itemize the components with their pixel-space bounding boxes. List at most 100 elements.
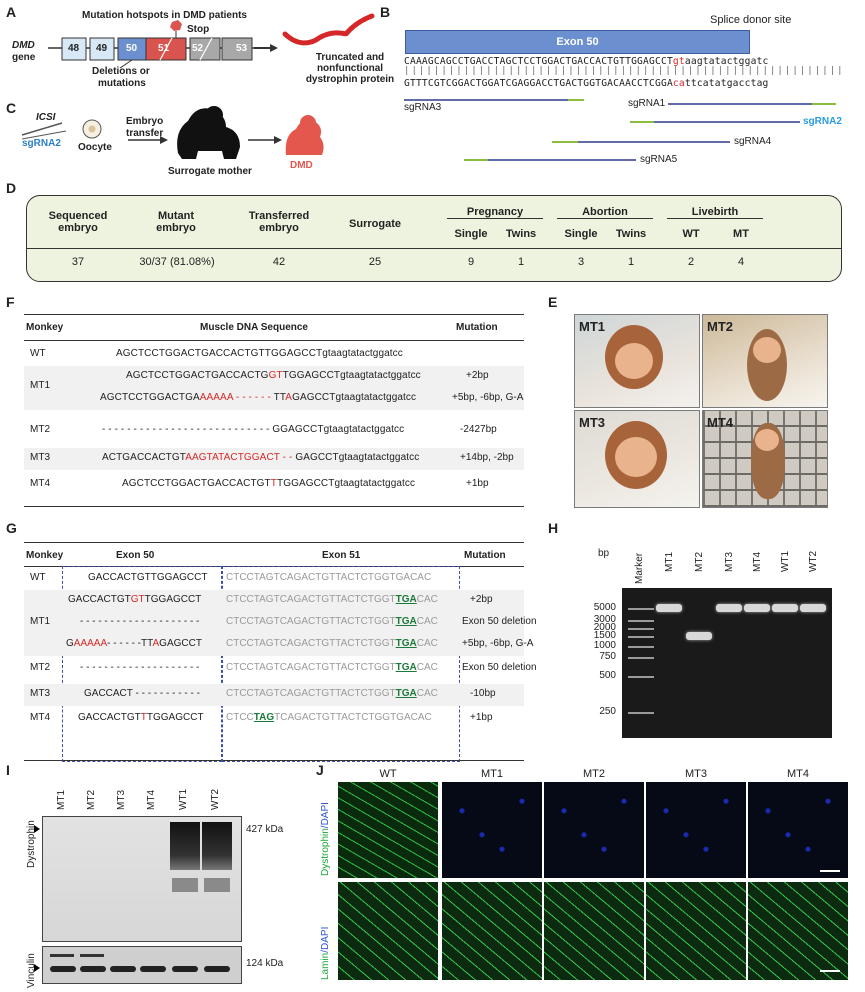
- ladder-band: [628, 636, 654, 638]
- vinculin-upper-band: [80, 954, 104, 957]
- f-row-sequence: AGCTCCTGGACTGACCACTGTTGGAGCCTgtaagtatact…: [116, 348, 403, 359]
- g-row-shade: [24, 612, 524, 634]
- if-lamin-panel: [544, 882, 644, 980]
- dystrophin-arrow-icon: [34, 825, 40, 833]
- gel-image: [622, 588, 832, 738]
- ladder-tick-label: 1000: [593, 640, 616, 651]
- ladder-band: [628, 676, 654, 678]
- ladder-tick-label: 5000: [593, 602, 616, 613]
- g-e51-seg: CTCC: [226, 712, 254, 723]
- blot-lane-label: MT2: [86, 790, 97, 810]
- g-row-shade: [24, 590, 524, 612]
- hdr-sequenced: Sequenced embryo: [41, 210, 115, 234]
- if-column-label: MT3: [685, 768, 707, 780]
- f-seq-seg: AGCTCCTGGACTGACCACTG: [126, 370, 269, 381]
- g-e51-seg: CTCCTAGTCAGACTGTTACTCTGGT: [226, 662, 396, 673]
- f-row-shade: [24, 366, 524, 388]
- monkey-label-mt2: MT2: [707, 319, 733, 334]
- row1-stain-a: Dystrophin: [320, 828, 331, 876]
- g-col-monkey: Monkey: [26, 550, 64, 561]
- g-row-mutation: +1bp: [470, 712, 493, 723]
- g-row-shade: [24, 684, 524, 706]
- row2-stain-b: /DAPI: [320, 926, 331, 953]
- panel-label-d: D: [6, 180, 17, 196]
- sgrna2-c-label: sgRNA2: [22, 138, 61, 149]
- hdr-live-mt: MT: [733, 228, 749, 240]
- g-e51-seg: TGA: [395, 616, 417, 627]
- f-row-monkey: MT3: [30, 452, 50, 463]
- dystrophin-lower-band: [172, 878, 198, 892]
- hdr-abort-single: Single: [564, 228, 598, 240]
- f-row-mutation: +2bp: [466, 370, 489, 381]
- f-seq-seg: AGCTCCTGGACTGA: [100, 392, 200, 403]
- table-divider: [27, 248, 841, 249]
- g-e50-seg: TGGAGCCT: [144, 594, 202, 605]
- g-row-exon51: CTCCTAGTCAGACTGTTACTCTGGTTGACAC: [226, 662, 438, 673]
- monkey-photo-mt2: MT2: [702, 314, 828, 408]
- gene-label: DMD: [12, 40, 35, 51]
- exon-49-label: 49: [96, 43, 108, 54]
- hdr-live-wt: WT: [682, 228, 700, 240]
- seq-top-tail: aagtatactggatc: [684, 56, 769, 67]
- vinculin-band: [50, 966, 76, 972]
- f-row-sequence: ACTGACCACTGTAAGTATACTGGACT - - GAGCCTgta…: [102, 452, 419, 463]
- gel-band: [800, 604, 826, 612]
- panel-label-i: I: [6, 762, 10, 778]
- exon51-box: [222, 566, 460, 762]
- gel-lane-label: MT4: [752, 552, 763, 572]
- g-row-mutation: +2bp: [470, 594, 493, 605]
- g-row-exon51: CTCCTAGTCAGACTGTTACTCTGGTTGACAC: [226, 594, 438, 605]
- hdr-seq-1: Sequenced: [48, 210, 108, 222]
- f-top-rule: [24, 314, 524, 315]
- hdr-tr-2: embryo: [259, 222, 299, 234]
- deletions-label-1: Deletions or: [92, 66, 150, 77]
- g-e50-seg: - - - - - -TT: [107, 638, 153, 649]
- scale-bar: [820, 970, 840, 972]
- vinculin-band: [80, 966, 106, 972]
- g-row-exon50: GACCACTGTTTGGAGCCT: [78, 712, 204, 723]
- val-live-wt: 2: [687, 256, 695, 268]
- hdr-preg-twins: Twins: [505, 228, 537, 240]
- if-dystrophin-panel: [338, 782, 438, 878]
- surrogate-label: Surrogate mother: [168, 166, 252, 177]
- vinculin-band: [204, 966, 230, 972]
- gel-lane-label: MT2: [694, 552, 705, 572]
- g-bottom-rule: [24, 760, 524, 761]
- row1-stain-label: Dystrophin/DAPI: [320, 802, 331, 876]
- g-row-monkey: MT1: [30, 616, 50, 627]
- if-column-label: MT4: [787, 768, 809, 780]
- val-preg-twins: 1: [517, 256, 525, 268]
- exon50-box: [62, 566, 222, 762]
- g-row-exon51: CTCCTAGTCAGACTGTTACTCTGGTTGACAC: [226, 638, 438, 649]
- dystrophin-kda: 427 kDa: [246, 824, 284, 835]
- ladder-tick-label: 3000: [593, 614, 616, 625]
- exon-53-label: 53: [236, 43, 248, 54]
- f-seq-seg: AAAAA - - - - - -: [199, 392, 274, 403]
- gel-lane-label: WT2: [808, 550, 819, 572]
- monkey-label-mt1: MT1: [579, 319, 605, 334]
- f-seq-seg: AGCTCCTGGACTGACCACTGTTGGAGCCTgtaagtatact…: [116, 348, 403, 359]
- g-e50-seg: AAAAA: [73, 638, 108, 649]
- g-e51-seg: CTCCTAGTCAGACTGTTACTCTGGT: [226, 594, 396, 605]
- row2-stain-a: Lamin: [320, 952, 331, 980]
- vinculin-band: [140, 966, 166, 972]
- g-col-exon50: Exon 50: [116, 550, 155, 561]
- g-e51-seg: CTCCTAGTCAGACTGTTACTCTGGTGACAC: [226, 572, 432, 583]
- g-e51-seg: CTCCTAGTCAGACTGTTACTCTGGT: [226, 638, 396, 649]
- g-col-exon51: Exon 51: [322, 550, 361, 561]
- f-seq-seg: TGGAGCCTgtaagtatactggatcc: [282, 370, 421, 381]
- exon-50-label: 50: [126, 43, 138, 54]
- gel-band: [656, 604, 682, 612]
- dystrophin-band: [170, 822, 200, 870]
- f-seq-seg: AGCTCCTGGACTGACCACTGT: [122, 478, 271, 489]
- f-seq-seg: GAGCCTgtaagtatactggatcc: [295, 452, 420, 463]
- ladder-band: [628, 646, 654, 648]
- val-sequenced: 37: [71, 256, 85, 268]
- g-e51-seg: TCAGACTGTTACTCTGGTGACAC: [274, 712, 432, 723]
- f-row-shade: [24, 388, 524, 410]
- g-e50-seg: A: [152, 638, 160, 649]
- ladder-band: [628, 657, 654, 659]
- hdr-mut-2: embryo: [156, 222, 196, 234]
- g-e51-seg: CAC: [416, 594, 438, 605]
- g-e51-seg: CAC: [416, 688, 438, 699]
